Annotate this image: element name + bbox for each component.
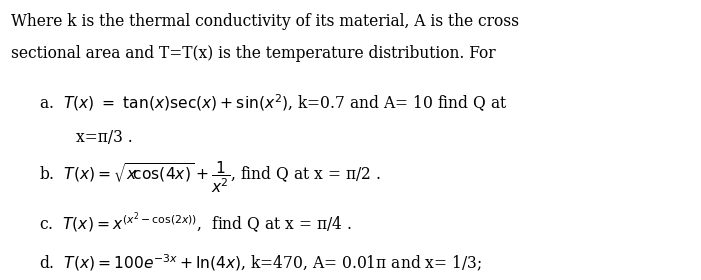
Text: Where k is the thermal conductivity of its material, A is the cross: Where k is the thermal conductivity of i…	[11, 13, 519, 30]
Text: c.  $T(x) = x^{(x^2-\cos(2x))}$,  find Q at x = π/4 .: c. $T(x) = x^{(x^2-\cos(2x))}$, find Q a…	[39, 210, 352, 235]
Text: a.  $T(x)\ =\ \tan(x)\sec(x) + \sin(x^2)$, k=0.7 and A= 10 find Q at: a. $T(x)\ =\ \tan(x)\sec(x) + \sin(x^2)$…	[39, 92, 507, 114]
Text: x=π/3 .: x=π/3 .	[76, 129, 132, 146]
Text: sectional area and T=T(x) is the temperature distribution. For: sectional area and T=T(x) is the tempera…	[11, 45, 495, 62]
Text: d.  $T(x) = 100e^{-3x} + \ln(4x)$, k=470, A= 0.01π and x= 1/3;: d. $T(x) = 100e^{-3x} + \ln(4x)$, k=470,…	[39, 253, 482, 274]
Text: b.  $T(x) = \sqrt{x\!\cos(4x)} + \dfrac{1}{x^2}$, find Q at x = π/2 .: b. $T(x) = \sqrt{x\!\cos(4x)} + \dfrac{1…	[39, 160, 381, 195]
